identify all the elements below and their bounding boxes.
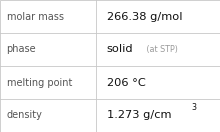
Text: 1.273 g/cm: 1.273 g/cm (107, 110, 171, 121)
Text: 206 °C: 206 °C (107, 77, 145, 88)
Text: solid: solid (107, 44, 133, 55)
Text: molar mass: molar mass (7, 11, 64, 22)
Text: (at STP): (at STP) (144, 45, 178, 54)
Text: 266.38 g/mol: 266.38 g/mol (107, 11, 182, 22)
Text: melting point: melting point (7, 77, 72, 88)
Text: density: density (7, 110, 42, 121)
Text: phase: phase (7, 44, 36, 55)
Text: 3: 3 (191, 103, 196, 112)
